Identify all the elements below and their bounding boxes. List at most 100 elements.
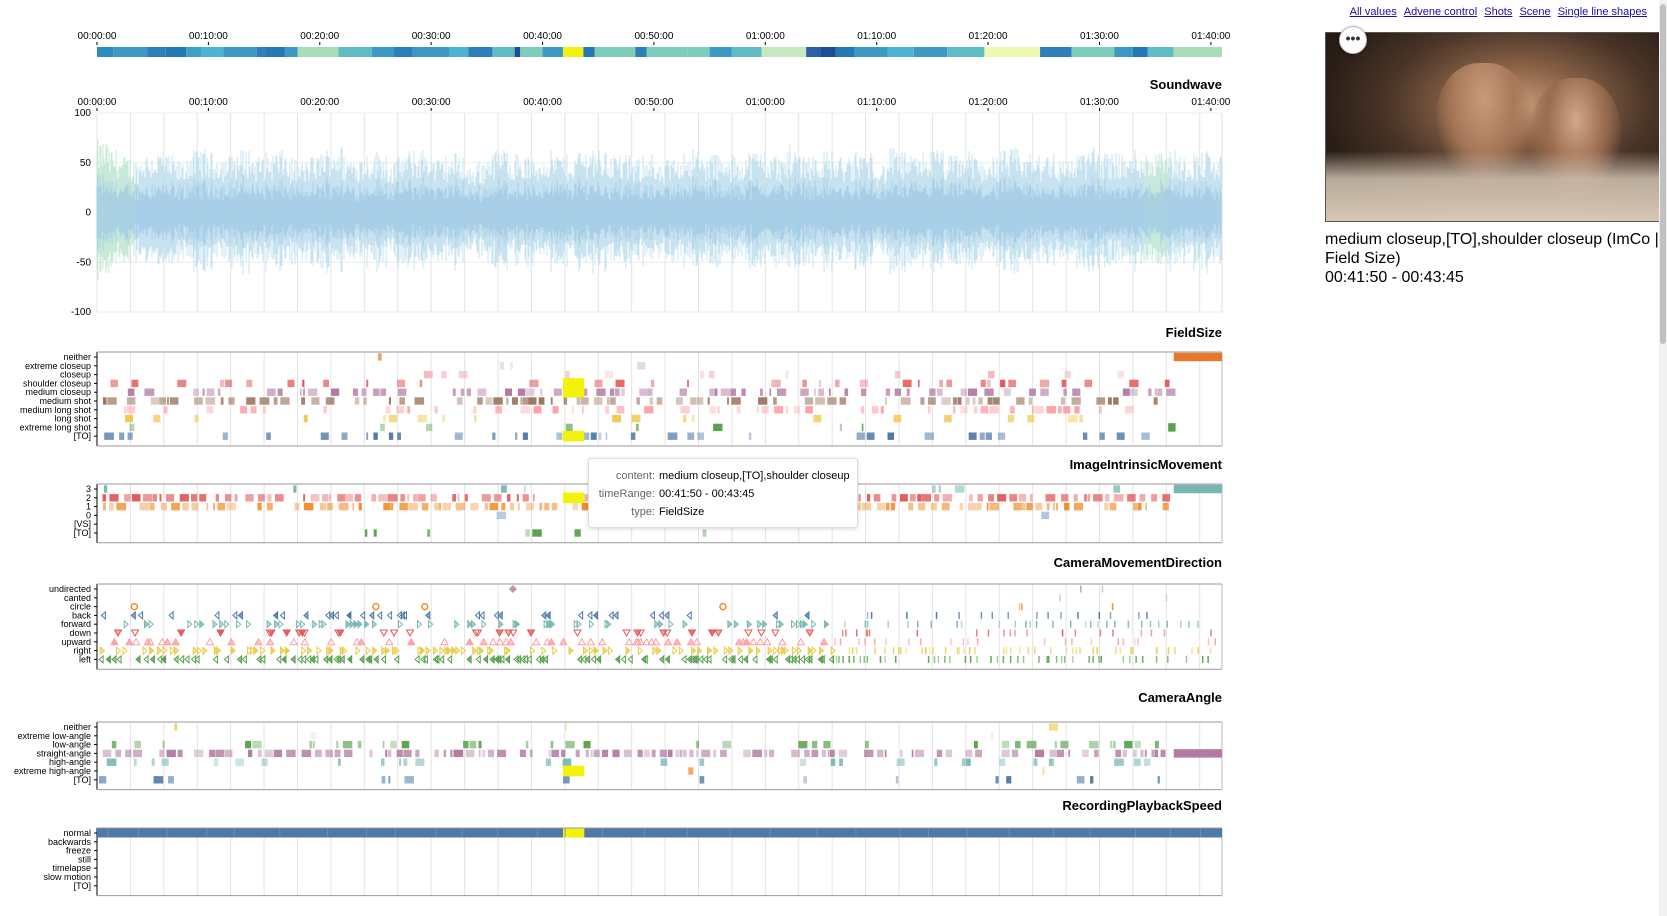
fieldsize-mark [1064, 370, 1071, 379]
cameramovement-glyph [339, 645, 345, 656]
cameraangle-mark [1133, 758, 1141, 766]
cameramovement-tick-mark [960, 620, 963, 628]
cameraangle-category-label: extreme low-angle [17, 731, 91, 741]
scene-segment [284, 47, 298, 57]
cameramovement-glyph [250, 645, 256, 656]
cameramovement-glyph [339, 654, 345, 665]
imagemovement-mark [986, 502, 989, 511]
cameramovement-glyph [691, 645, 697, 656]
cameramovement-tick-mark [1079, 647, 1081, 655]
fieldsize-mark [206, 388, 215, 396]
cameraangle-mark [800, 758, 807, 766]
fieldsize-mark [1129, 379, 1139, 388]
cameramovement-glyph [592, 610, 599, 621]
fieldsize-mark [835, 379, 840, 388]
link-advene-control[interactable]: Advene control [1403, 6, 1478, 18]
link-all-values[interactable]: All values [1349, 6, 1397, 18]
cameramovement-glyph [194, 654, 200, 665]
fieldsize-mark [866, 432, 875, 440]
fieldsize-mark [773, 397, 777, 405]
cameramovement-glyph [270, 645, 276, 656]
fieldsize-mark [485, 397, 493, 405]
cameraangle-mark [1089, 740, 1099, 749]
playbackspeed-category-label: freeze [66, 846, 91, 856]
fieldsize-mark [630, 432, 636, 440]
fieldsize-mark [419, 379, 423, 388]
cameramovement-glyph [345, 619, 351, 629]
cameramovement-glyph [686, 637, 696, 646]
cameramovement-glyph [226, 637, 236, 646]
cameramovement-glyph [642, 637, 651, 646]
cameraangle-mark [344, 749, 353, 758]
fieldsize-mark [804, 397, 814, 405]
imagemovement-mark [507, 494, 511, 502]
fieldsize-mark [512, 397, 518, 405]
scene-segment [520, 47, 543, 57]
fieldsize-mark [965, 397, 970, 405]
cameramovement-glyph [791, 619, 797, 629]
imagemovement-mark [199, 494, 207, 502]
imagemovement-block [1173, 484, 1222, 494]
imagemovement-mark [1045, 494, 1056, 502]
cameraangle-mark [415, 758, 425, 766]
cameraangle-mark [1068, 749, 1071, 758]
cameramovement-tick-mark [1096, 647, 1098, 655]
tooltip-type: FieldSize [659, 506, 705, 518]
link-scene[interactable]: Scene [1519, 6, 1551, 18]
imagemovement-mark [109, 494, 119, 502]
fieldsize-mark [217, 388, 221, 396]
fieldsize-mark [827, 397, 837, 405]
fieldsize-mark [596, 388, 606, 396]
cameramovement-tick-mark [1115, 647, 1117, 655]
cameramovement-glyph [364, 619, 370, 629]
link-shots[interactable]: Shots [1484, 6, 1513, 18]
cameraangle-block [1173, 749, 1222, 758]
cameraangle-mark [1026, 740, 1037, 749]
cameramovement-glyph [757, 629, 766, 637]
cameraangle-mark [309, 740, 313, 749]
fieldsize-highlight [562, 386, 585, 398]
cameraangle-mark [106, 758, 117, 766]
cameramovement-tick-mark [1059, 594, 1061, 602]
cameraangle-mark [612, 749, 620, 758]
imagemovement-mark [908, 502, 914, 511]
cameramovement-glyph [184, 654, 190, 665]
cameramovement-tick-mark [870, 611, 873, 619]
link-single-line-shapes[interactable]: Single line shapes [1557, 6, 1647, 18]
imagemovement-mark [921, 494, 932, 502]
cameraangle-mark [722, 740, 732, 749]
cameramovement-glyph [394, 645, 400, 656]
imagemovement-mark [969, 494, 973, 502]
cameramovement-glyph [625, 645, 631, 656]
cameramovement-glyph [465, 637, 475, 646]
imagemovement-mark [1162, 494, 1171, 502]
cameramovement-tick-mark [858, 638, 860, 646]
imagemovement-mark [976, 502, 982, 511]
fieldsize-mark [220, 397, 224, 405]
scene-segment [887, 47, 914, 57]
more-options-button[interactable]: ••• [1339, 26, 1367, 54]
cameraangle-mark [115, 749, 122, 758]
imagemovement-highlight [562, 492, 585, 504]
fieldsize-mark [604, 370, 613, 379]
cameramovement-glyph [783, 645, 789, 656]
cameramovement-glyph [148, 619, 154, 629]
fieldsize-mark [424, 370, 433, 379]
imagemovement-mark [959, 502, 964, 511]
cameraangle-mark [151, 758, 155, 766]
fieldsize-mark [1040, 388, 1049, 396]
fieldsize-mark [1031, 406, 1035, 414]
scrollbar[interactable] [1659, 0, 1667, 916]
fieldsize-mark [572, 406, 574, 414]
scrollbar-thumb[interactable] [1660, 4, 1666, 344]
cameramovement-glyph [219, 619, 225, 629]
scene-segment [265, 47, 285, 57]
cameraangle-mark [247, 749, 253, 758]
cameramovement-glyph [678, 645, 685, 656]
video-frame[interactable] [1325, 32, 1660, 222]
cameramovement-glyph [499, 654, 505, 665]
fieldsize-mark [529, 379, 539, 388]
cameraangle-mark [895, 776, 899, 784]
cameramovement-tick-mark [1207, 655, 1209, 663]
cameramovement-glyph [357, 619, 363, 629]
